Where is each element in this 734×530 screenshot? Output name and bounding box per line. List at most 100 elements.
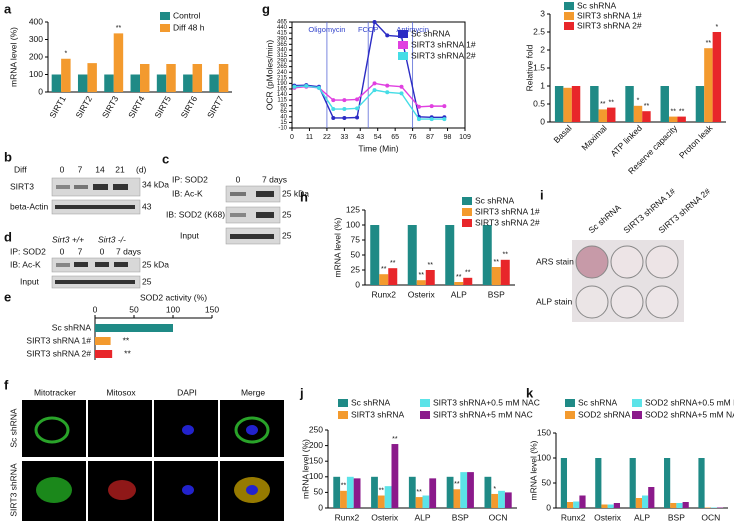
y-axis-label: mRNA level (%) <box>300 439 310 499</box>
micrographs: Mitotracker Mitosox DAPI Merge Sc shRNA … <box>8 387 284 521</box>
image <box>22 400 86 457</box>
y-tick-label: 50 <box>351 249 361 259</box>
bar <box>607 107 616 122</box>
bar <box>429 478 437 508</box>
size-label: 25 kDa <box>282 188 309 198</box>
bar <box>415 497 423 508</box>
row-label: beta-Actin <box>10 201 49 211</box>
y-tick-label: 100 <box>309 471 323 481</box>
x-tick-label: Osterix <box>371 512 399 522</box>
legend-label: SOD2 shRNA+5 mM NAC <box>645 409 734 419</box>
band <box>56 263 70 267</box>
x-tick-label: Osterix <box>408 289 436 299</box>
x-tick-label: 65 <box>391 134 399 141</box>
y-tick-label: 100 <box>346 219 360 229</box>
bar <box>712 32 722 122</box>
panel-letter: d <box>4 229 12 244</box>
y-tick-label: 0 <box>318 502 323 512</box>
category-label: SIRT3 shRNA 1# <box>26 335 91 345</box>
band <box>230 234 274 239</box>
legend-swatch <box>462 219 472 227</box>
x-tick-label: 11 <box>306 134 313 141</box>
y-tick-label: 290 <box>277 59 288 65</box>
y-tick-label: 3 <box>540 8 545 18</box>
bar <box>77 74 88 92</box>
point <box>316 85 321 90</box>
y-tick-label: 300 <box>29 34 43 44</box>
significance: ** <box>116 25 122 32</box>
x-tick-label: 0 <box>290 134 294 141</box>
bar <box>491 267 501 285</box>
point <box>372 81 377 86</box>
bar <box>625 86 634 122</box>
y-tick-label: 200 <box>309 440 323 450</box>
y-tick-label: 50 <box>314 487 324 497</box>
y-tick-label: 2 <box>540 44 545 54</box>
panel-letter: a <box>4 1 12 16</box>
row-label: SIRT3 <box>10 181 34 191</box>
bar <box>698 458 705 508</box>
point <box>342 107 347 112</box>
legend-swatch <box>565 399 575 407</box>
y-tick-label: 365 <box>277 42 288 48</box>
bar <box>407 225 417 285</box>
y-axis-label: mRNA level (%) <box>528 440 538 500</box>
panel-letter: i <box>540 187 544 202</box>
bar <box>601 504 608 508</box>
x-tick-label: 98 <box>444 134 452 141</box>
band <box>74 262 88 267</box>
lane-label: 0 <box>60 246 65 256</box>
y-tick-label: 75 <box>351 234 361 244</box>
y-tick-label: 150 <box>309 455 323 465</box>
legend-swatch <box>462 208 472 216</box>
bar <box>95 337 111 345</box>
legend-swatch <box>338 411 348 419</box>
x-tick-label: 50 <box>129 304 139 314</box>
bar <box>567 502 574 508</box>
legend-label: Diff 48 h <box>173 22 205 32</box>
bar <box>573 501 580 508</box>
bar <box>346 476 354 508</box>
well <box>610 285 644 319</box>
bar <box>629 458 636 508</box>
bar <box>460 472 468 508</box>
legend-label: SIRT3 shRNA 2# <box>475 217 540 227</box>
bar <box>598 109 608 122</box>
point <box>331 115 336 120</box>
x-tick-label: 100 <box>166 304 180 314</box>
y-tick-label: 140 <box>277 92 288 98</box>
bar <box>482 225 492 285</box>
well <box>610 245 644 279</box>
size-label: 43 <box>142 201 152 211</box>
y-tick-label: 40 <box>280 114 287 120</box>
bar <box>484 476 492 508</box>
bar <box>695 86 705 122</box>
row-label: IB: Ac-K <box>10 259 41 269</box>
legend-swatch <box>160 24 170 32</box>
nucleus <box>246 425 258 435</box>
y-axis-label: mRNA level (%) <box>8 27 18 87</box>
legend-label: SIRT3 shRNA 2# <box>411 50 476 60</box>
point <box>429 117 434 122</box>
well <box>575 285 609 319</box>
y-tick-label: 200 <box>29 51 43 61</box>
image <box>88 400 152 457</box>
significance: ** <box>465 270 471 277</box>
point <box>342 115 347 120</box>
bar <box>425 270 435 285</box>
bar <box>130 74 140 92</box>
band <box>56 185 70 189</box>
bar <box>104 74 114 92</box>
significance: ** <box>670 108 676 115</box>
y-tick-label: 1.5 <box>533 62 545 72</box>
legend-swatch <box>398 30 408 38</box>
stain-plate: Sc shRNA SIRT3 shRNA 1# SIRT3 shRNA 2# A… <box>536 186 712 322</box>
bar <box>563 87 572 122</box>
bar <box>613 503 620 508</box>
x-tick-label: ALP <box>634 512 650 522</box>
size-label: 25 <box>142 276 152 286</box>
significance: ** <box>454 481 460 488</box>
x-tick-label: BSP <box>452 512 469 522</box>
x-tick-label: Runx2 <box>371 289 396 299</box>
bar <box>140 64 150 92</box>
